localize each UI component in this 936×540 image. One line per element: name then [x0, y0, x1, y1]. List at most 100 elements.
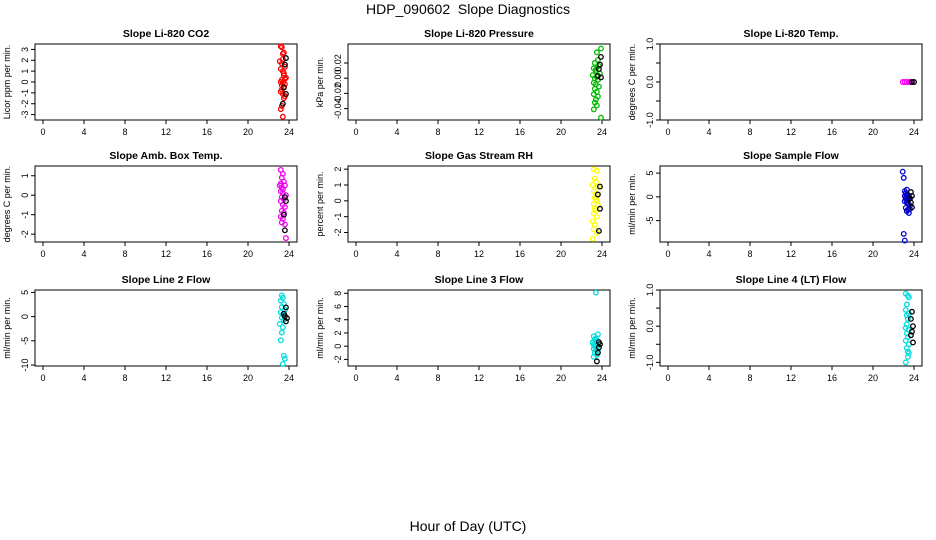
plot-frame — [347, 165, 611, 243]
x-tick-label: 20 — [868, 373, 878, 383]
chart-panel-6: Slope Sample Flow 0 4 8 12 16 20 24 -5 0 5 ml/min p… — [627, 150, 923, 259]
panel-title: Slope Line 3 Flow — [435, 274, 525, 286]
y-axis-label: ml/min per min. — [627, 173, 637, 235]
x-tick-label: 16 — [202, 373, 212, 383]
data-point — [598, 74, 604, 81]
data-point — [281, 227, 288, 234]
plot-frame — [34, 43, 298, 121]
series-2 — [906, 189, 915, 211]
data-point — [595, 344, 602, 351]
x-tick-label: 12 — [474, 127, 484, 137]
y-tick-label: 2 — [20, 58, 30, 63]
x-tick-label: 8 — [435, 127, 440, 137]
data-point — [595, 66, 602, 73]
y-tick-label: 4 — [333, 317, 343, 322]
data-point — [904, 316, 911, 322]
data-point — [598, 45, 604, 52]
y-tick-label: 0.0 — [645, 76, 655, 89]
data-point — [282, 55, 289, 62]
x-tick-label: 24 — [909, 127, 919, 137]
data-point — [279, 324, 286, 331]
y-tick-label: -2 — [20, 230, 30, 238]
y-tick-label: -0.04 — [333, 98, 343, 119]
y-axis-label: ml/min per min. — [2, 297, 12, 359]
data-point — [592, 289, 599, 296]
x-tick-label: 24 — [284, 127, 294, 137]
data-point — [280, 211, 287, 218]
series-2 — [593, 339, 603, 365]
panel-title: Slope Gas Stream RH — [425, 150, 533, 162]
data-point — [591, 175, 598, 182]
x-tick-label: 12 — [786, 373, 796, 383]
x-tick-label: 4 — [81, 127, 86, 137]
y-tick-label: -5 — [20, 337, 30, 345]
y-tick-label: -2 — [333, 355, 343, 363]
y-tick-label: 8 — [333, 291, 343, 296]
data-point — [899, 168, 906, 175]
y-axis-label: Licor ppm per min. — [2, 45, 12, 120]
data-point — [905, 350, 912, 357]
panel-title: Slope Amb. Box Temp. — [109, 150, 222, 162]
y-tick-label: 2 — [333, 330, 343, 335]
data-point — [901, 237, 908, 244]
data-point — [589, 339, 596, 346]
plot-frame — [347, 43, 611, 121]
y-tick-label: -1 — [20, 211, 30, 219]
data-point — [594, 183, 601, 190]
panel-title: Slope Sample Flow — [743, 150, 840, 162]
panel-title: Slope Line 2 Flow — [122, 274, 212, 286]
series-1 — [276, 43, 289, 120]
data-point — [900, 230, 907, 237]
x-tick-label: 4 — [81, 373, 86, 383]
series-2 — [907, 308, 916, 346]
y-tick-label: 0.00 — [333, 69, 343, 87]
x-tick-label: 8 — [747, 373, 752, 383]
data-point — [909, 308, 915, 315]
x-tick-label: 12 — [474, 373, 484, 383]
panel-title: Slope Line 4 (LT) Flow — [736, 274, 847, 286]
y-tick-label: 1 — [20, 173, 30, 178]
x-tick-label: 8 — [747, 249, 752, 259]
data-point — [593, 102, 600, 109]
y-tick-label: -1 — [333, 213, 343, 221]
y-tick-label: 6 — [333, 304, 343, 309]
data-point — [903, 344, 910, 351]
x-tick-label: 24 — [909, 249, 919, 259]
data-point — [279, 186, 286, 193]
data-point — [281, 75, 288, 82]
x-tick-label: 24 — [284, 249, 294, 259]
data-point — [904, 354, 911, 360]
data-point — [911, 79, 917, 85]
x-tick-label: 4 — [81, 249, 86, 259]
data-point — [593, 49, 600, 56]
y-tick-label: -3 — [20, 111, 30, 119]
x-tick-label: 12 — [161, 249, 171, 259]
x-tick-label: 8 — [747, 127, 752, 137]
x-tick-label: 20 — [868, 249, 878, 259]
y-axis-label: kPa per min. — [315, 57, 325, 108]
y-tick-label: 5 — [20, 290, 30, 295]
page-title: HDP_090602 Slope Diagnostics — [366, 1, 570, 17]
data-point — [589, 235, 596, 242]
y-tick-label: -1.0 — [645, 355, 655, 371]
data-point — [903, 301, 910, 308]
data-point — [281, 81, 288, 88]
y-tick-label: 1.0 — [645, 38, 655, 51]
y-tick-label: 1 — [20, 69, 30, 74]
y-tick-label: -0.02 — [333, 83, 343, 104]
chart-panel-5: Slope Gas Stream RH0 4 8 12 16 20 24-2-1012per… — [315, 150, 611, 259]
data-point — [910, 339, 916, 346]
x-tick-label: 0 — [40, 249, 45, 259]
x-tick-label: 12 — [786, 249, 796, 259]
y-tick-label: 0 — [645, 194, 655, 199]
data-point — [594, 72, 601, 79]
series-2 — [280, 304, 290, 325]
x-tick-label: 0 — [353, 249, 358, 259]
data-point — [593, 167, 600, 174]
data-point — [591, 60, 598, 66]
data-point — [595, 227, 602, 234]
x-tick-label: 24 — [284, 373, 294, 383]
x-tick-label: 0 — [665, 249, 670, 259]
data-point — [909, 328, 915, 335]
data-point — [598, 53, 604, 60]
